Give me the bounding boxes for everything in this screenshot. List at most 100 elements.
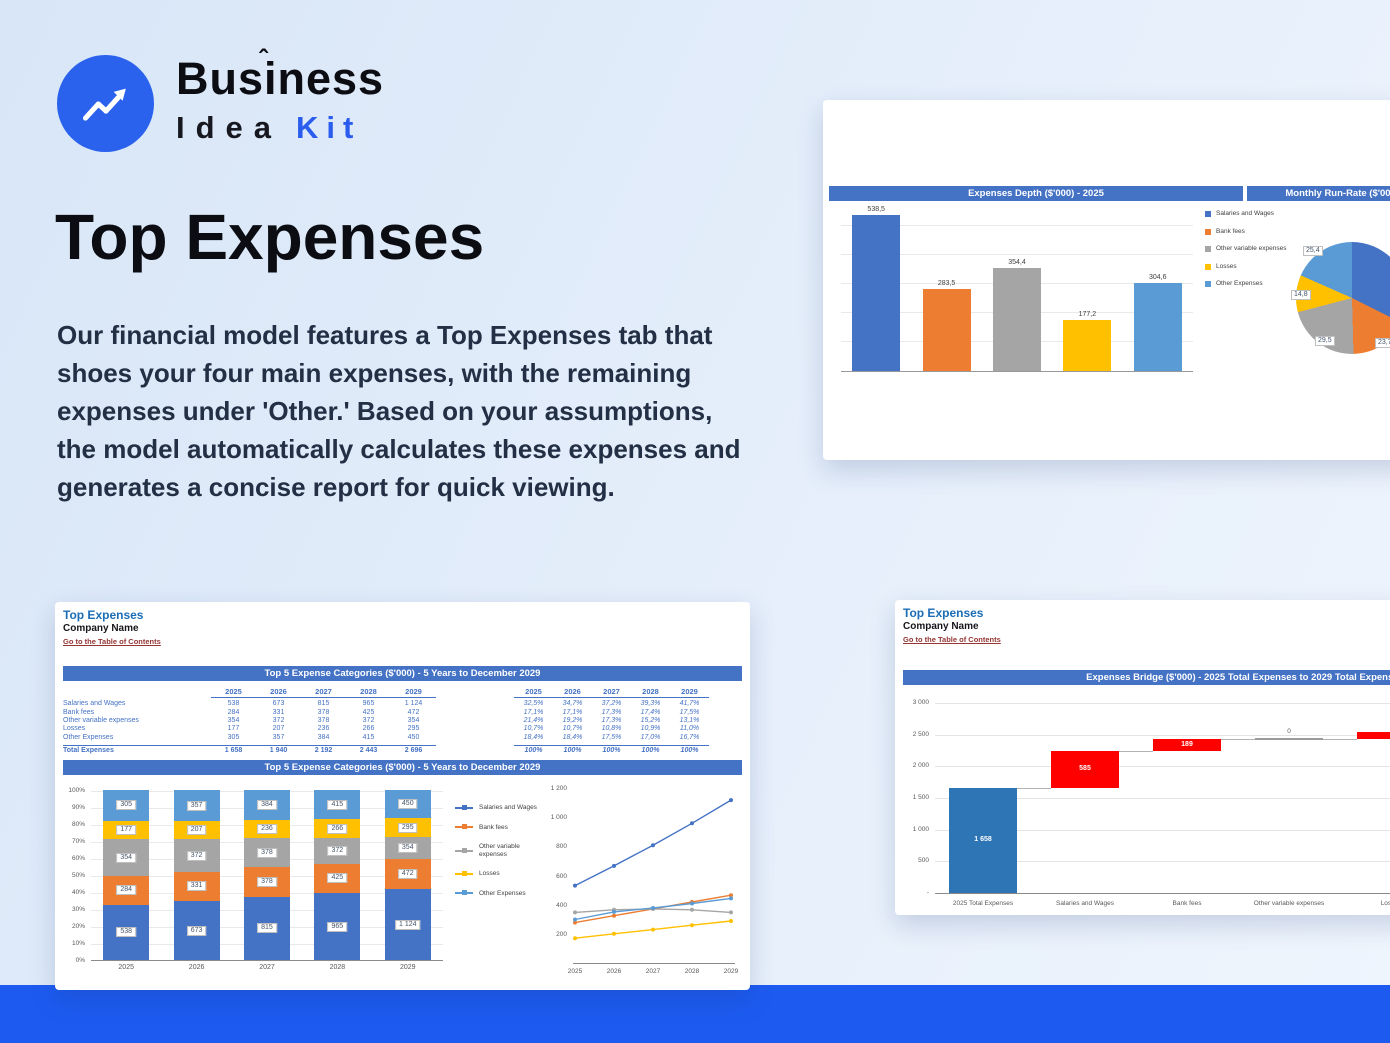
percent-cell: 17,5% <box>679 708 700 716</box>
bar-value-label: 673 <box>186 925 207 936</box>
bar-value-label: 1 658 <box>974 836 992 844</box>
year-header-cell: 2029 <box>670 687 709 698</box>
bar-segment: 354 <box>103 839 150 876</box>
bar-value-label: 189 <box>1181 740 1193 748</box>
bar-group: 304,6 <box>1133 273 1182 371</box>
connector-line <box>1017 787 1051 789</box>
value-cell: 673 <box>272 700 285 708</box>
bar-value-label: 378 <box>257 877 277 888</box>
depth-runrate-screenshot: Expenses Depth ($'000) - 2025 Monthly Ru… <box>823 100 1390 460</box>
brand-wordmark: Business ˆ Idea Kit <box>176 45 384 146</box>
y-axis-tick-label: 10% <box>71 940 85 947</box>
row-label-cell: Total Expenses <box>63 744 211 755</box>
bar <box>1063 319 1112 371</box>
row-label-cell: Bank fees <box>63 708 95 716</box>
year-header-cell: 2027 <box>301 687 346 698</box>
value-cell: 236 <box>317 725 330 733</box>
y-axis-tick-label: 600 <box>556 872 567 880</box>
value-cell: 1 658 <box>211 744 256 755</box>
expenses-depth-header: Expenses Depth ($'000) - 2025 <box>829 186 1243 201</box>
percent-cell: 18,4% <box>562 733 583 741</box>
legend-marker <box>455 804 473 810</box>
bar-group: 177,2 <box>1063 310 1112 371</box>
bar-segment: 372 <box>314 837 361 864</box>
bar-value-label: 538,5 <box>867 205 885 213</box>
year-header-cell: 2027 <box>592 687 631 698</box>
value-cell: 1 124 <box>404 700 423 708</box>
bar-value-label: 0 <box>1287 727 1291 735</box>
y-axis-tick-label: 3 000 <box>912 699 929 706</box>
y-axis-tick-label: 200 <box>556 930 567 938</box>
y-axis-tick-label: 2 500 <box>912 730 929 738</box>
bar-segment: 236 <box>243 819 290 838</box>
bar-value-label: 357 <box>186 800 207 811</box>
bar-segment: 357 <box>173 789 220 822</box>
legend-marker <box>455 870 473 876</box>
toc-link[interactable]: Go to the Table of Contents <box>63 637 161 646</box>
row-label-cell: Other variable expenses <box>63 716 139 724</box>
grid-line <box>935 734 1390 736</box>
bridge-section-header: Expenses Bridge ($'000) - 2025 Total Exp… <box>903 670 1390 685</box>
bar-value-label: 177,2 <box>1078 310 1097 318</box>
legend-item: Bank fees <box>1205 228 1291 236</box>
legend-swatch <box>1205 211 1211 217</box>
trend-arrow-icon <box>82 88 126 121</box>
percent-cell: 17,3% <box>601 708 622 716</box>
company-name: Company Name <box>903 621 979 632</box>
grid-line <box>935 766 1390 768</box>
x-axis-label: 2027 <box>259 964 275 971</box>
value-cell: 815 <box>317 700 330 708</box>
legend-item: Salaries and Wages <box>455 804 545 812</box>
y-axis-tick-label: 500 <box>918 857 929 865</box>
legend-label: Other Expenses <box>1216 280 1263 287</box>
brand-caret-accent: ˆ <box>259 44 269 74</box>
pie-value-label: 25,4 <box>1303 246 1323 256</box>
percent-cell: 16,7% <box>679 733 700 741</box>
stacked-x-axis: 2025 2026 2027 2028 2029 <box>91 964 443 971</box>
legend-swatch <box>1205 246 1211 252</box>
bar-value-label: 304,6 <box>1148 273 1167 281</box>
expenses-depth-bar-chart: 538,5 283,5 354,4 177,2 304,6 <box>841 200 1193 372</box>
legend-label: Other Expenses <box>479 889 526 897</box>
brand-logo[interactable]: Business ˆ Idea Kit <box>57 45 384 152</box>
brand-line-2: Idea Kit <box>176 110 384 146</box>
y-axis-tick-label: 0% <box>75 957 85 964</box>
bar-value-label: 354 <box>397 843 418 854</box>
grid-line <box>935 861 1390 863</box>
legend-marker-point <box>462 890 467 896</box>
value-cell: 1 940 <box>256 744 301 755</box>
bar-value-label: 177 <box>116 825 137 836</box>
sheet-title: Top Expenses <box>63 608 144 622</box>
year-header-cell: 2028 <box>346 687 391 698</box>
stacked-bar-chart: 538 284 354 177 305 673 331 372 207 357 815 378 378 2… <box>91 789 443 961</box>
toc-link[interactable]: Go to the Table of Contents <box>903 635 1001 644</box>
bar-value-label: 585 <box>1079 765 1091 773</box>
bar <box>1153 738 1221 751</box>
percent-cell: 19,2% <box>562 716 583 724</box>
grid-line <box>841 254 1193 255</box>
table-row: Losses 177 207 236 266 295 10,7% 10,7% 10,8% 10,9… <box>63 725 742 733</box>
percent-cell: 100% <box>553 744 592 755</box>
y-axis-tick-label: 800 <box>556 843 567 851</box>
legend-label: Other variable expenses <box>1216 245 1287 252</box>
percent-cell: 13,1% <box>679 716 700 724</box>
x-axis-label: 2029 <box>723 968 739 975</box>
percent-cell: 10,9% <box>640 725 661 733</box>
percent-cell: 10,7% <box>523 725 544 733</box>
value-cell: 331 <box>272 708 285 716</box>
bar-value-label: 207 <box>186 825 207 836</box>
monthly-runrate-header: Monthly Run-Rate ($'000) - 2025 <box>1247 186 1390 201</box>
legend-label: Bank fees <box>1216 227 1245 235</box>
x-axis-label: 2028 <box>329 964 346 971</box>
value-cell: 305 <box>227 733 240 741</box>
value-cell: 2 696 <box>391 744 436 755</box>
percent-cell: 21,4% <box>523 716 544 724</box>
bar-value-label: 236 <box>257 823 277 834</box>
percent-cell: 11,0% <box>679 725 700 733</box>
x-axis-label: Bank fees <box>1172 900 1202 907</box>
bar <box>1357 731 1390 739</box>
x-axis-label: 2026 <box>606 968 622 975</box>
bar-group: 538,5 <box>852 205 901 371</box>
y-axis-tick-label: 2 000 <box>912 762 929 770</box>
value-cell: 266 <box>362 725 375 733</box>
